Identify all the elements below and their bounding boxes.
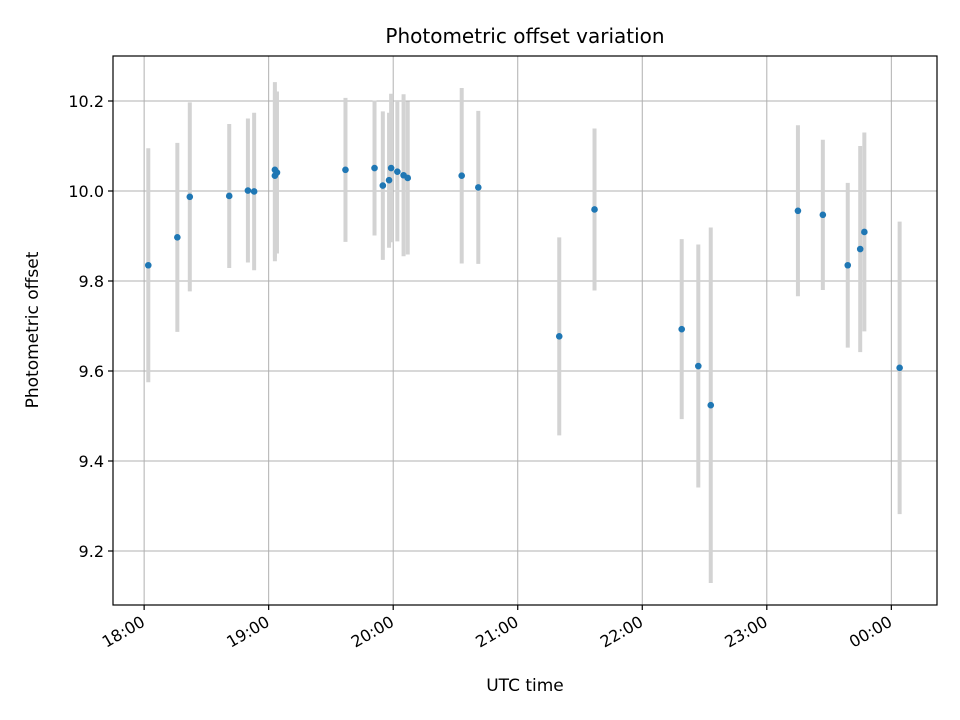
data-point [387,164,395,172]
data-point [844,261,852,269]
y-tick-label: 10.0 [68,182,104,201]
data-point [174,234,181,241]
data-point [244,187,252,194]
data-point [250,188,258,195]
data-point [591,206,598,213]
data-point [371,164,378,172]
y-tick-label: 10.2 [68,92,104,111]
y-axis-ticks: 9.2 9.4 9.6 9.8 10.0 10.2 [68,92,113,561]
data-point [394,168,401,175]
data-point [678,325,686,333]
data-point [819,211,827,219]
y-tick-label: 9.8 [79,272,104,291]
data-point [458,172,465,179]
chart-title: Photometric offset variation [385,24,664,48]
data-point [273,169,281,176]
y-tick-label: 9.4 [79,452,104,471]
data-point [695,362,702,370]
data-point [144,261,152,269]
data-point [861,228,868,236]
data-point [896,364,903,372]
data-point [856,245,864,253]
data-point [707,401,715,409]
data-point [186,193,194,201]
data-points [144,164,903,409]
y-axis-label: Photometric offset [23,251,43,408]
x-axis-label: UTC time [486,676,564,696]
data-point [404,174,412,182]
data-point [225,192,233,200]
data-point [342,166,349,174]
y-tick-label: 9.6 [79,362,104,381]
data-point [794,207,802,215]
data-point [385,176,393,184]
plot-frame [112,55,938,606]
data-point [379,182,387,189]
data-point [555,333,563,340]
data-point [474,184,482,191]
y-tick-label: 9.2 [79,542,104,561]
